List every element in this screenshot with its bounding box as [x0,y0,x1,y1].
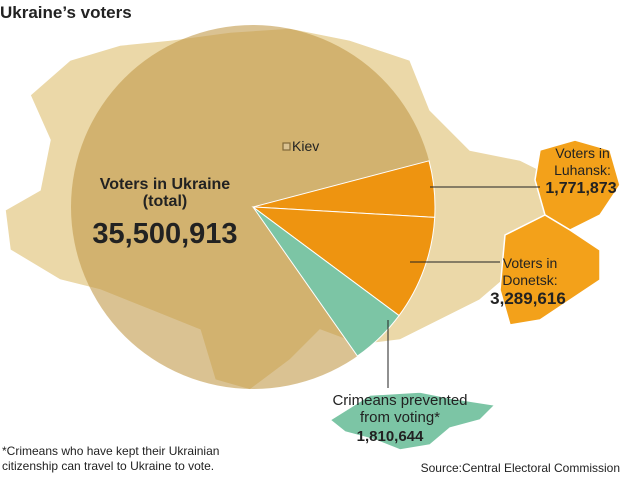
chart-title: Ukraine’s voters [0,3,132,22]
donetsk [499,214,601,326]
pie [71,25,436,389]
pie-slice [252,206,400,357]
luhansk [534,139,621,231]
segment-label: Crimeans prevented from voting* [332,392,468,426]
source: Source:Central Electoral Commission [420,461,620,475]
pie-slice [251,206,436,317]
crimea [328,391,497,451]
city-label: Kiev [292,138,320,154]
segment-value: 1,810,644 [356,428,424,445]
segment-value: 1,771,873 [545,180,617,197]
segment-value: 3,289,616 [490,289,566,308]
segment-label: Voters in Luhansk: [554,145,611,178]
leaders [387,186,540,388]
footnote: *Crimeans who have kept their Ukrainian … [2,444,220,473]
total-name: Voters in Ukraine (total) [99,176,231,210]
total-value: 35,500,913 [92,218,238,250]
segment-label: Voters in Donetsk: [502,255,558,288]
